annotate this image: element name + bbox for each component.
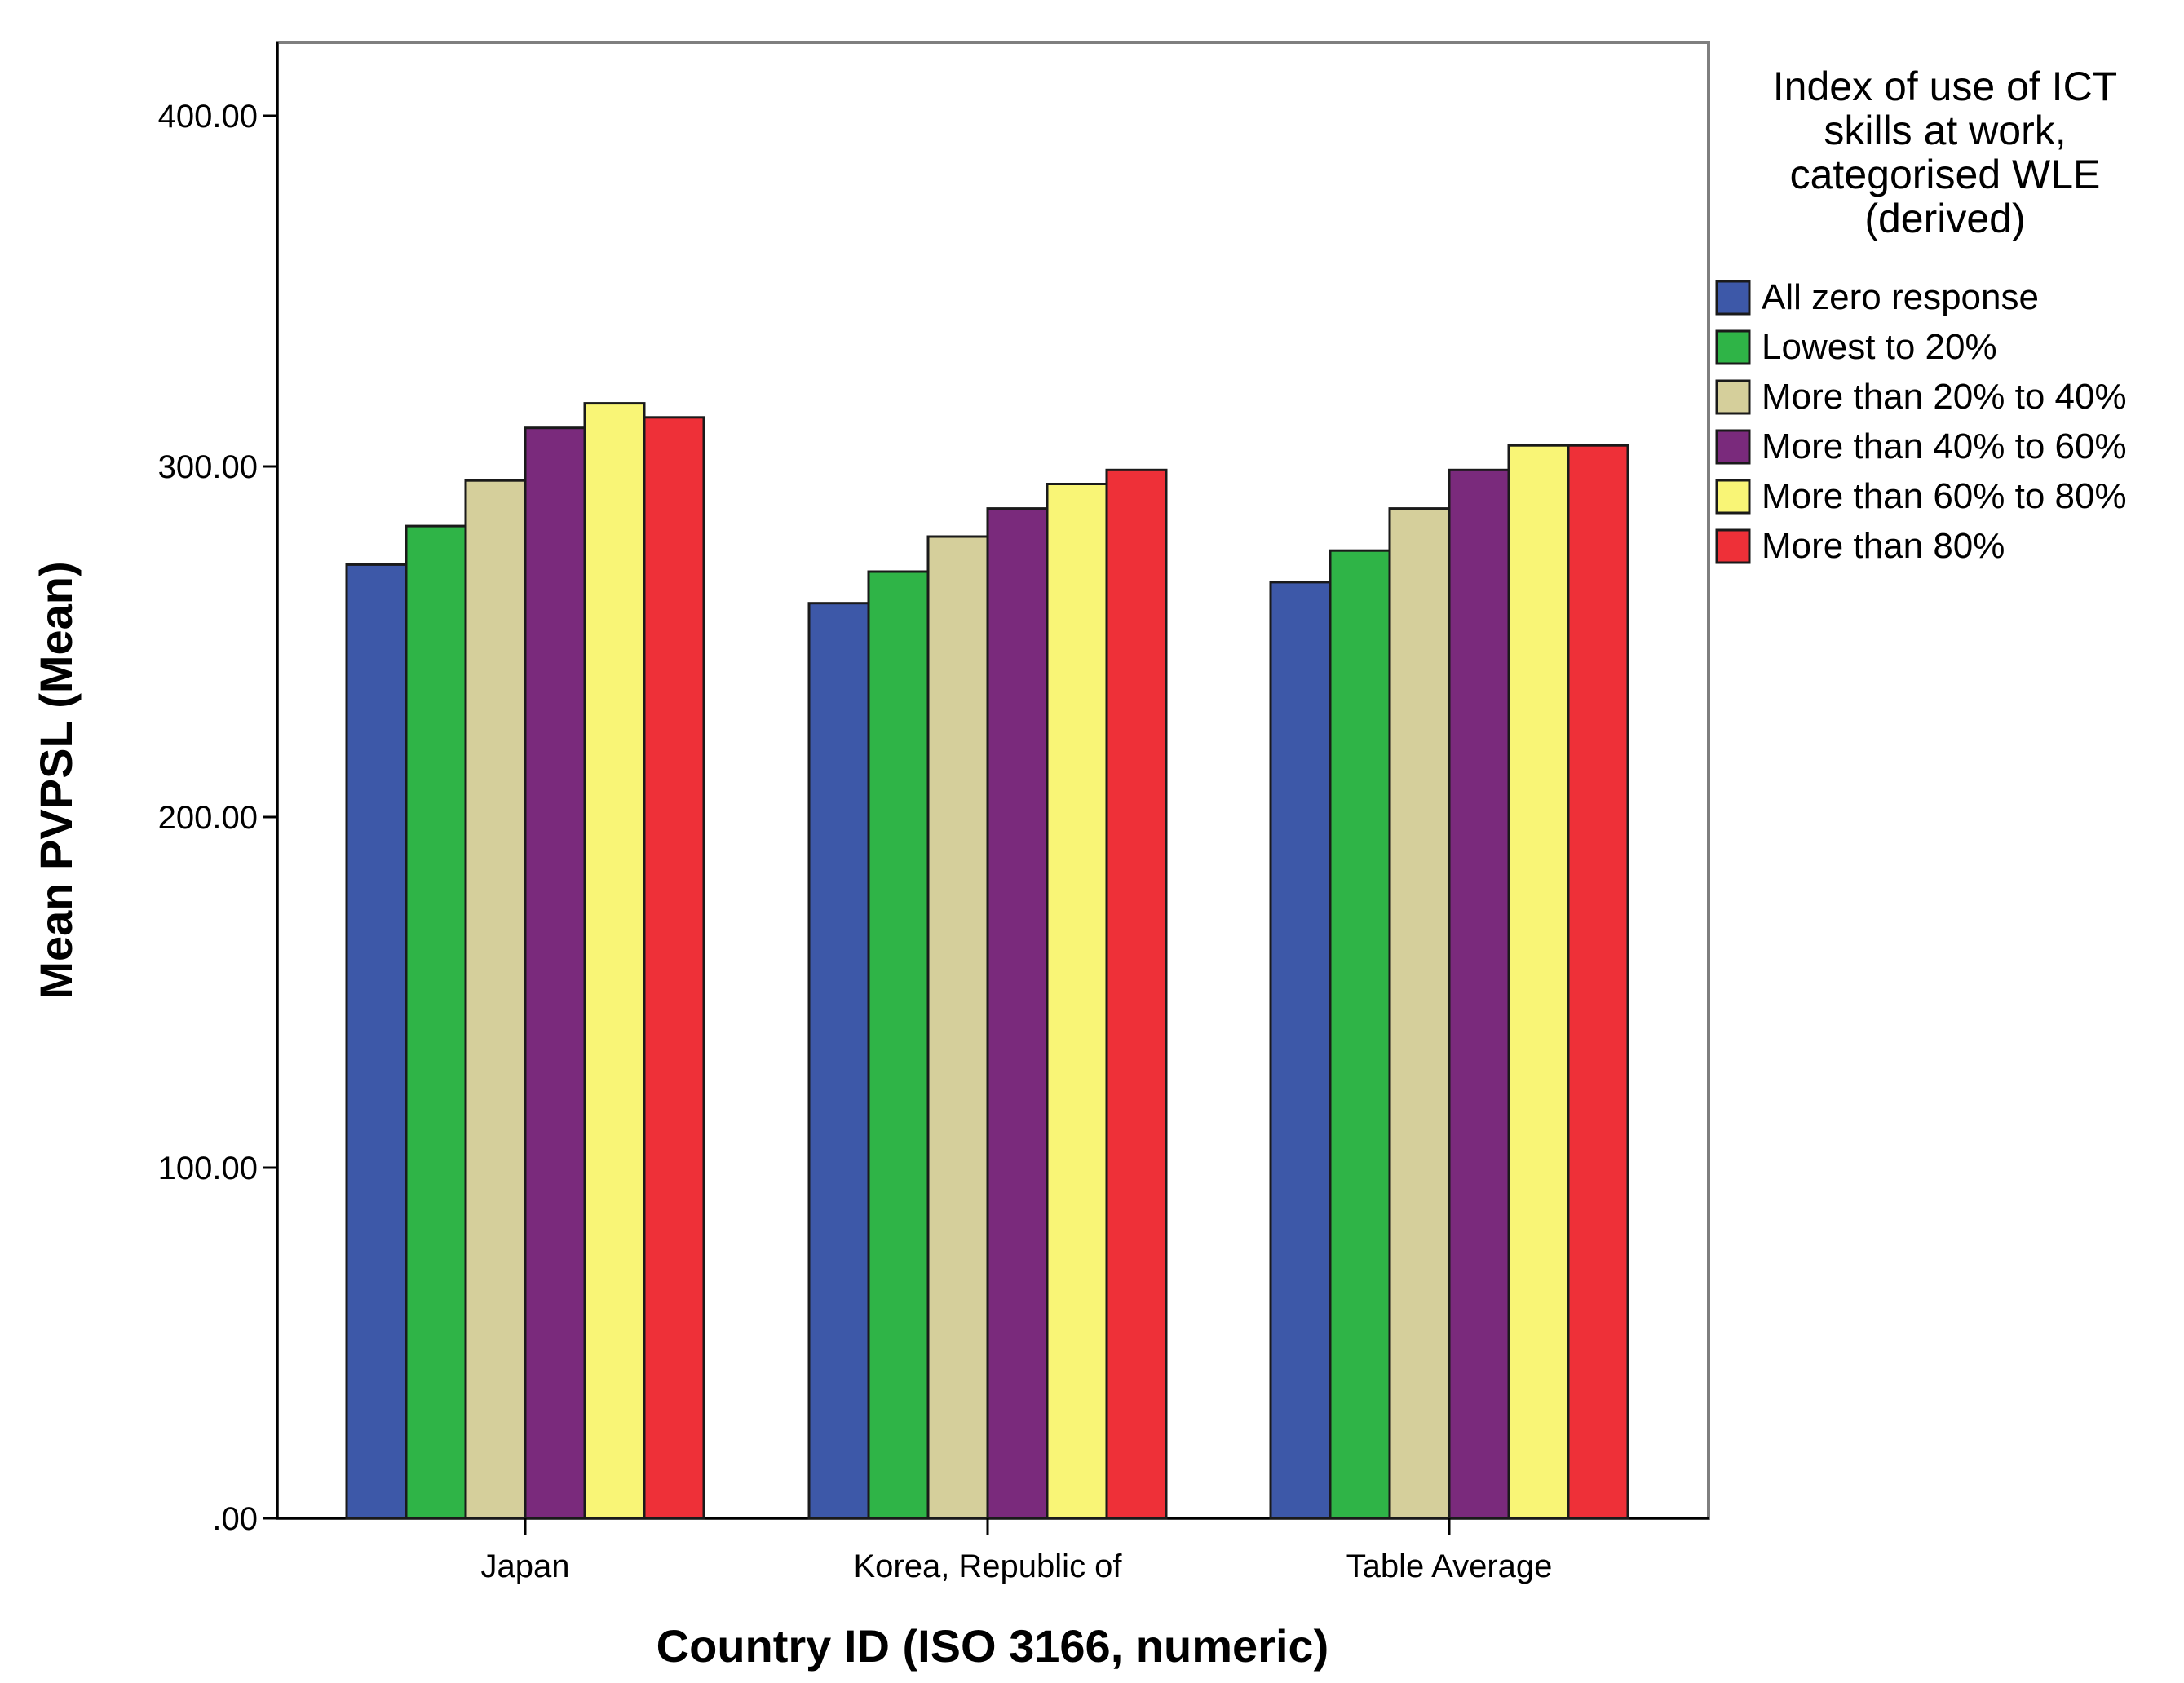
y-ticks: .00 100.00 200.00 300.00 400.00 xyxy=(158,99,277,1537)
x-tick-label: Korea, Republic of xyxy=(853,1548,1122,1584)
legend-label: All zero response xyxy=(1762,277,2039,317)
bar xyxy=(1567,444,1629,1520)
bar xyxy=(345,563,408,1520)
bar xyxy=(1388,507,1451,1520)
x-tick-label: Japan xyxy=(481,1548,570,1584)
x-ticks: Japan Korea, Republic of Table Average xyxy=(481,1518,1553,1584)
bar xyxy=(807,602,870,1520)
bar xyxy=(986,507,1049,1520)
y-tick-label: 100.00 xyxy=(158,1151,258,1186)
bar xyxy=(1105,468,1168,1520)
bar xyxy=(1507,444,1570,1520)
legend-label: More than 60% to 80% xyxy=(1762,476,2127,516)
bar xyxy=(1046,483,1108,1520)
y-tick-label: 300.00 xyxy=(158,449,258,485)
legend-title-line-3: categorised WLE xyxy=(1790,152,2101,197)
bar xyxy=(464,479,527,1520)
y-tick-label: 200.00 xyxy=(158,800,258,836)
legend-swatch xyxy=(1715,379,1751,415)
bar xyxy=(867,570,930,1520)
legend-swatch xyxy=(1715,329,1751,365)
legend-label: More than 80% xyxy=(1762,526,2005,566)
bar xyxy=(1329,549,1391,1520)
legend-swatch xyxy=(1715,528,1751,564)
legend-title-line-4: (derived) xyxy=(1864,196,2025,241)
legend-label: Lowest to 20% xyxy=(1762,327,1997,367)
bar xyxy=(643,416,705,1520)
x-axis-title: Country ID (ISO 3166, numeric) xyxy=(657,1620,1329,1672)
legend-swatch xyxy=(1715,479,1751,515)
legend-swatch xyxy=(1715,280,1751,316)
legend-swatch xyxy=(1715,429,1751,465)
legend-title-line-1: Index of use of ICT xyxy=(1773,64,2117,109)
bars xyxy=(345,402,1629,1520)
bar xyxy=(1448,468,1510,1520)
y-axis-title: Mean PVPSL (Mean) xyxy=(30,561,82,999)
legend-label: More than 20% to 40% xyxy=(1762,377,2127,417)
x-tick-label: Table Average xyxy=(1346,1548,1553,1584)
legend-label: More than 40% to 60% xyxy=(1762,426,2127,466)
legend-items: All zero response Lowest to 20% More than … xyxy=(1715,277,2127,566)
legend-title-line-2: skills at work, xyxy=(1824,108,2066,153)
bar xyxy=(926,535,989,1520)
legend: Index of use of ICT skills at work, cate… xyxy=(1715,64,2127,566)
y-tick-label: .00 xyxy=(212,1501,258,1537)
y-tick-label: 400.00 xyxy=(158,99,258,135)
bar xyxy=(405,524,467,1520)
bar xyxy=(583,402,646,1520)
bar xyxy=(524,426,586,1520)
bar xyxy=(1269,581,1332,1520)
